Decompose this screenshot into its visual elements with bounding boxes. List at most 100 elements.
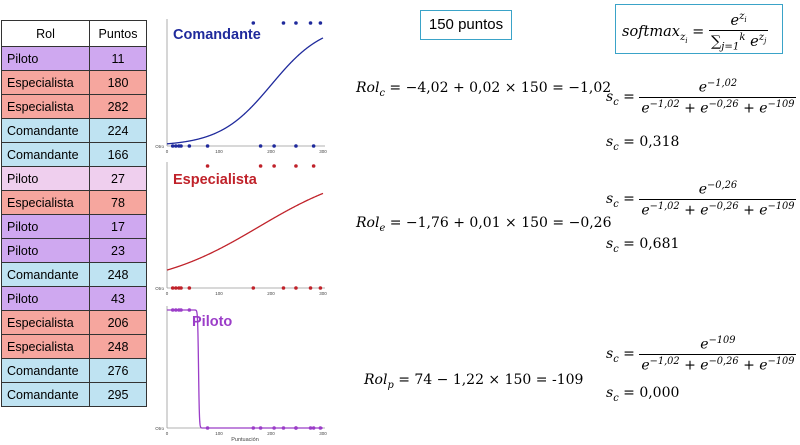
cell-rol: Comandante [1, 358, 90, 383]
cell-rol: Comandante [1, 262, 90, 287]
cell-puntos: 248 [89, 262, 147, 287]
chart-comandante: Otro 0 100 200 300 Comandante [150, 18, 334, 156]
sc-lhs-sub: c [613, 392, 619, 404]
table-row: Piloto 11 [1, 46, 147, 71]
sc-fraction: e−0,26 e−1,02 + e−0,26 + e−109 [639, 180, 797, 219]
sc-den-exp3: −109 [767, 98, 795, 110]
x-tick-label: 100 [215, 431, 223, 436]
data-point-negative [258, 144, 263, 148]
softmax-box: softmaxzi = ezi ∑j=1k ezj [615, 4, 783, 54]
data-point-negative [311, 144, 316, 148]
cell-puntos: 78 [89, 190, 147, 215]
data-point-negative [170, 144, 175, 148]
data-point-negative [308, 286, 313, 290]
cell-puntos: 166 [89, 142, 147, 167]
x-tick-label: 200 [267, 431, 275, 436]
data-point-positive [308, 21, 313, 25]
cell-puntos: 276 [89, 358, 147, 383]
sc-den-exp1: −1,02 [649, 355, 680, 367]
chart-piloto: Otro 0 100 200 300 Puntuación Piloto [150, 304, 334, 445]
x-tick-label: 200 [267, 149, 275, 154]
softmax-den-supsub: j [764, 35, 767, 45]
cell-rol: Piloto [1, 166, 90, 191]
x-tick-label: 0 [166, 431, 169, 436]
table-header-row: Rol Puntos [1, 20, 147, 47]
table-row: Comandante 276 [1, 358, 147, 383]
formula-rol-c: Rolc = −4,02 + 0,02 × 150 = −1,02 [356, 80, 611, 99]
sc-lhs-sub: c [613, 141, 619, 153]
data-point-negative [205, 426, 210, 430]
table-row: Comandante 248 [1, 262, 147, 287]
table-row: Especialista 206 [1, 310, 147, 335]
sc-num-exp: −1,02 [707, 78, 738, 89]
data-point-negative [187, 286, 192, 290]
formula-rol-e: Role = −1,76 + 0,01 × 150 = −0,26 [356, 215, 612, 234]
data-point-negative [294, 144, 298, 148]
softmax-den-e: e [750, 33, 759, 50]
sc-lhs-sub: c [613, 243, 619, 255]
table-row: Comandante 166 [1, 142, 147, 167]
sc-lhs: s [606, 346, 614, 363]
data-point-negative [258, 426, 263, 430]
cell-puntos: 224 [89, 118, 147, 143]
sc-result: = 0,318 [623, 134, 680, 150]
cell-rol: Especialista [1, 94, 90, 119]
rol-e-sub: e [379, 222, 386, 234]
data-point-negative [174, 286, 178, 290]
chart-title: Especialista [173, 172, 257, 188]
y-tick-label: Otro [155, 426, 164, 431]
sc-den-exp2: −0,26 [708, 98, 739, 110]
x-tick-label: 100 [215, 291, 223, 296]
data-point-positive [258, 164, 263, 168]
probability-curve [166, 37, 324, 145]
x-axis-label: Puntuación [231, 437, 259, 443]
probability-curve [167, 309, 323, 429]
data-point-negative [187, 144, 192, 148]
data-point-positive [251, 21, 256, 25]
sc-den-exp2: −0,26 [708, 200, 739, 212]
rol-e-name: Rol [356, 215, 380, 231]
table-body: Piloto 11 Especialista 180 Especialista 282 Co… [1, 46, 147, 407]
cell-puntos: 282 [89, 94, 147, 119]
cell-rol: Especialista [1, 70, 90, 95]
x-tick-label: 200 [267, 291, 275, 296]
sc-result: = 0,000 [623, 385, 680, 401]
data-point-negative [272, 426, 276, 430]
rol-p-sub: p [387, 379, 394, 391]
data-point-positive [170, 308, 175, 312]
sc-lhs-sub: c [613, 198, 619, 210]
data-table: Rol Puntos Piloto 11 Especialista 180 Especi… [1, 20, 147, 407]
rol-c-rhs: = −4,02 + 0,02 × 150 = −1,02 [389, 80, 612, 96]
sc-lhs: s [606, 89, 614, 106]
chart-title: Comandante [173, 27, 261, 43]
softmax-sum-bottom: j=1 [721, 41, 740, 53]
rol-e-rhs: = −1,76 + 0,01 × 150 = −0,26 [389, 215, 612, 231]
data-point-positive [205, 164, 210, 168]
sc-lhs: s [606, 191, 614, 208]
cell-rol: Piloto [1, 286, 90, 311]
data-point-negative [318, 286, 323, 290]
sc-den-exp1: −1,02 [649, 98, 680, 110]
rol-p-name: Rol [364, 372, 388, 388]
table-row: Especialista 282 [1, 94, 147, 119]
data-point-positive [174, 308, 178, 312]
x-tick-label: 300 [319, 291, 327, 296]
data-point-positive [294, 21, 298, 25]
y-tick-label: Otro [155, 286, 164, 291]
cell-puntos: 11 [89, 46, 147, 71]
softmax-lhs-subsub: i [685, 35, 688, 45]
cell-puntos: 27 [89, 166, 147, 191]
header-rol: Rol [1, 20, 90, 47]
sc-den-exp2: −0,26 [708, 355, 739, 367]
cell-rol: Especialista [1, 334, 90, 359]
table-row: Piloto 23 [1, 238, 147, 263]
puntos-text: 150 puntos [428, 16, 504, 33]
sc-lhs: s [606, 134, 614, 150]
data-point-negative [272, 144, 276, 148]
cell-puntos: 23 [89, 238, 147, 263]
sc-den-exp1: −1,02 [649, 200, 680, 212]
table-row: Piloto 43 [1, 286, 147, 311]
table-row: Especialista 180 [1, 70, 147, 95]
